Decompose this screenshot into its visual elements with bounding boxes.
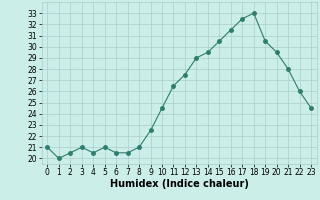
X-axis label: Humidex (Indice chaleur): Humidex (Indice chaleur) <box>110 179 249 189</box>
